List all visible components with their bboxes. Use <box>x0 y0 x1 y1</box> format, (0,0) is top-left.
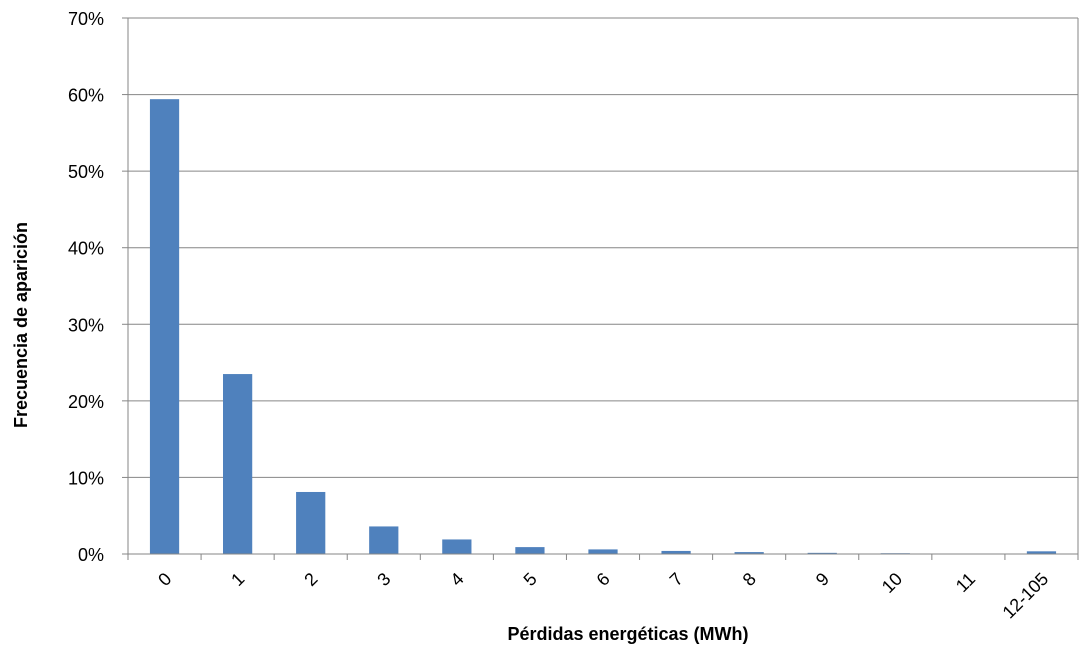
x-tick-label: 1 <box>227 569 248 590</box>
bar <box>149 99 180 554</box>
y-tick-label: 20% <box>68 392 104 412</box>
x-tick-label: 12-105 <box>999 569 1053 623</box>
bar <box>661 550 691 554</box>
y-tick-label: 50% <box>68 162 104 182</box>
x-tick-label: 6 <box>593 569 614 590</box>
bar <box>296 491 326 554</box>
bar <box>807 552 837 554</box>
x-tick-label: 7 <box>666 569 687 590</box>
x-tick-label: 3 <box>373 569 394 590</box>
x-tick-label: 10 <box>878 569 906 597</box>
x-axis-title: Pérdidas energéticas (MWh) <box>507 624 748 644</box>
x-tick-label: 9 <box>812 569 833 590</box>
y-tick-label: 10% <box>68 468 104 488</box>
gridlines <box>128 17 1078 478</box>
bar <box>515 547 545 554</box>
y-tick-label: 30% <box>68 315 104 335</box>
bar <box>442 539 472 554</box>
bar <box>223 374 253 554</box>
y-tick-label: 70% <box>68 9 104 29</box>
bars <box>149 99 1057 555</box>
y-tick-labels: 0% 10% 20% 30% 40% 50% 60% 70% <box>68 9 104 565</box>
bar <box>588 549 618 554</box>
x-tick-label: 5 <box>520 569 541 590</box>
y-axis-title: Frecuencia de aparición <box>11 222 31 428</box>
x-tick-label: 4 <box>446 569 467 590</box>
x-tick-label: 8 <box>739 569 760 590</box>
axes <box>122 17 1079 560</box>
y-tick-label: 60% <box>68 86 104 106</box>
x-tick-label: 11 <box>952 569 979 596</box>
y-tick-label: 40% <box>68 239 104 259</box>
y-tick-label: 0% <box>78 545 104 565</box>
bar <box>1026 551 1057 554</box>
x-tick-labels: 0 1 2 3 4 5 6 7 8 9 10 11 12-105 <box>154 569 1052 623</box>
bar <box>369 526 399 554</box>
x-tick-label: 2 <box>300 569 321 590</box>
x-tick-label: 0 <box>154 569 175 590</box>
bar <box>734 552 764 554</box>
